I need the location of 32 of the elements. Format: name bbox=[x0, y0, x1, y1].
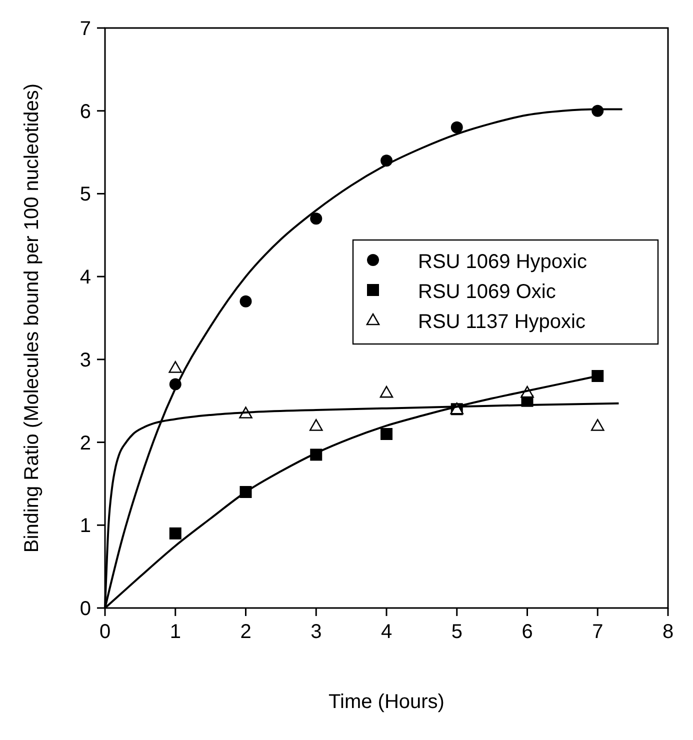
x-tick-label: 5 bbox=[451, 621, 462, 643]
point bbox=[380, 428, 392, 440]
legend-label: RSU 1137 Hypoxic bbox=[418, 311, 586, 333]
y-tick-label: 2 bbox=[80, 432, 91, 454]
x-tick-label: 8 bbox=[662, 621, 674, 643]
x-tick-label: 7 bbox=[592, 621, 604, 643]
legend-label: RSU 1069 Hypoxic bbox=[418, 251, 587, 273]
legend-label: RSU 1069 Oxic bbox=[418, 281, 556, 303]
y-tick-label: 7 bbox=[80, 18, 91, 40]
x-tick-label: 2 bbox=[240, 621, 252, 643]
x-tick-label: 6 bbox=[522, 621, 533, 643]
x-tick-label: 1 bbox=[170, 621, 181, 643]
y-tick-label: 4 bbox=[80, 266, 91, 289]
point bbox=[240, 295, 252, 308]
point bbox=[168, 361, 182, 373]
point bbox=[450, 121, 463, 134]
x-tick-label: 0 bbox=[99, 621, 111, 643]
x-axis-title: Time (Hours) bbox=[328, 691, 444, 713]
point bbox=[169, 527, 182, 540]
point bbox=[590, 419, 604, 431]
point bbox=[380, 386, 394, 398]
y-tick-label: 0 bbox=[80, 598, 91, 620]
y-tick-label: 5 bbox=[80, 184, 91, 206]
y-axis-title: Binding Ratio (Molecules bound per 100 nucleotides) bbox=[21, 83, 43, 553]
y-tick-label: 3 bbox=[80, 349, 91, 372]
y-tick-label: 6 bbox=[80, 100, 91, 123]
point bbox=[309, 419, 323, 431]
x-tick-label: 3 bbox=[310, 621, 322, 643]
point bbox=[592, 370, 604, 382]
point bbox=[310, 212, 322, 225]
y-tick-label: 1 bbox=[80, 515, 91, 538]
x-tick-label: 4 bbox=[380, 621, 392, 643]
